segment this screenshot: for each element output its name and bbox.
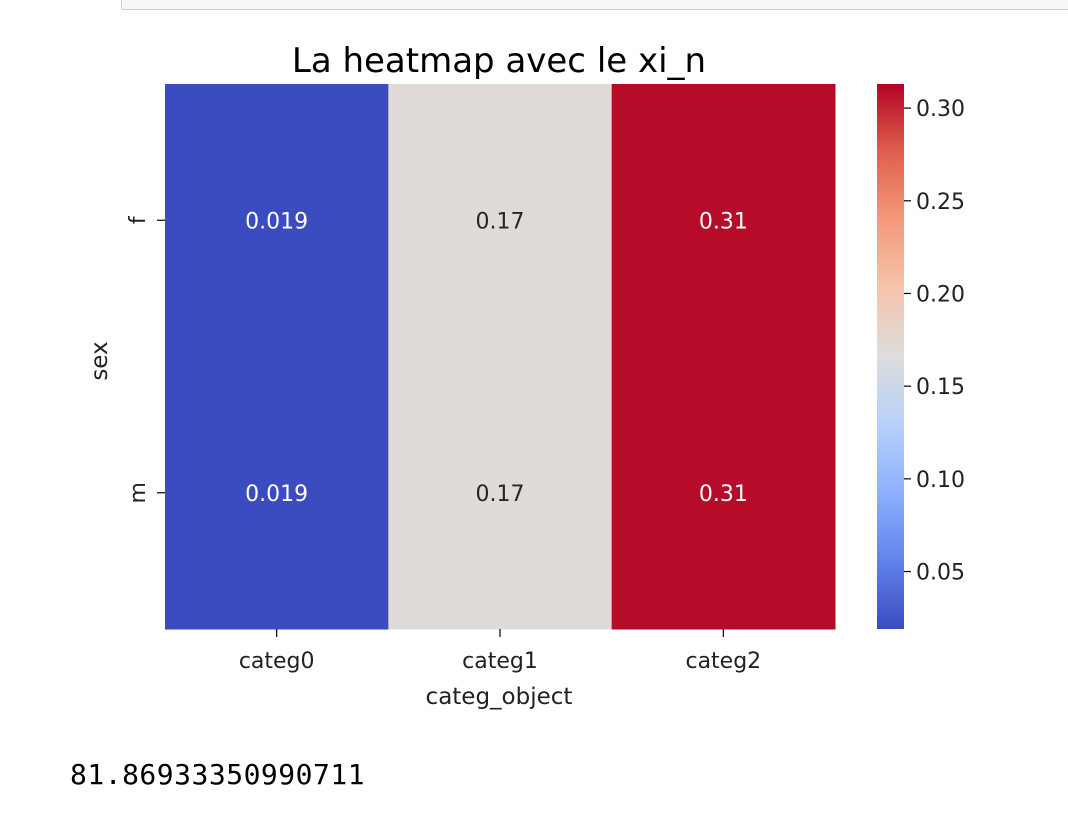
previous-cell-border bbox=[121, 0, 1068, 10]
cell-value-label: 0.31 bbox=[699, 209, 748, 234]
x-tick-label: categ0 bbox=[239, 649, 315, 674]
heatmap-cell bbox=[165, 84, 389, 357]
x-tick-label: categ1 bbox=[462, 649, 538, 674]
cell-value-label: 0.019 bbox=[245, 209, 308, 234]
cell-value-label: 0.17 bbox=[476, 209, 525, 234]
y-tick-label: m bbox=[126, 482, 151, 503]
cell-value-label: 0.31 bbox=[699, 482, 748, 507]
heatmap-chart: La heatmap avec le xi_n 0.019 0.17 0.310.0… bbox=[87, 41, 965, 710]
colorbar-ticks: 0.05 0.10 0.15 0.20 0.25 0.30 bbox=[904, 97, 965, 586]
y-tick-label: f bbox=[126, 215, 151, 224]
colorbar-tick-label: 0.20 bbox=[916, 282, 965, 307]
heatmap-cell bbox=[388, 84, 613, 357]
cell-output-text: 81.86933350990711 bbox=[70, 758, 366, 791]
y-axis: fm bbox=[126, 215, 165, 503]
chart-title: La heatmap avec le xi_n bbox=[292, 41, 706, 81]
colorbar-tick-label: 0.05 bbox=[916, 561, 965, 586]
cell-value-label: 0.17 bbox=[476, 482, 525, 507]
x-axis-label: categ_object bbox=[426, 684, 573, 710]
heatmap-cell bbox=[165, 356, 389, 630]
heatmap-cell bbox=[611, 356, 836, 630]
heatmap-cell bbox=[611, 84, 836, 357]
colorbar-tick-label: 0.15 bbox=[916, 375, 965, 400]
heatmap-cell bbox=[388, 356, 613, 630]
colorbar-tick-label: 0.25 bbox=[916, 190, 965, 215]
cell-value-label: 0.019 bbox=[245, 482, 308, 507]
colorbar bbox=[877, 84, 904, 629]
heatmap-cells: 0.019 0.17 0.31 0.019 0.17 0.31 bbox=[165, 84, 836, 630]
x-axis: categ0 categ1 categ2 bbox=[239, 629, 761, 674]
x-tick-label: categ2 bbox=[685, 649, 761, 674]
colorbar-tick-label: 0.10 bbox=[916, 468, 965, 493]
colorbar-tick-label: 0.30 bbox=[916, 97, 965, 122]
y-axis-label: sex bbox=[87, 341, 113, 380]
